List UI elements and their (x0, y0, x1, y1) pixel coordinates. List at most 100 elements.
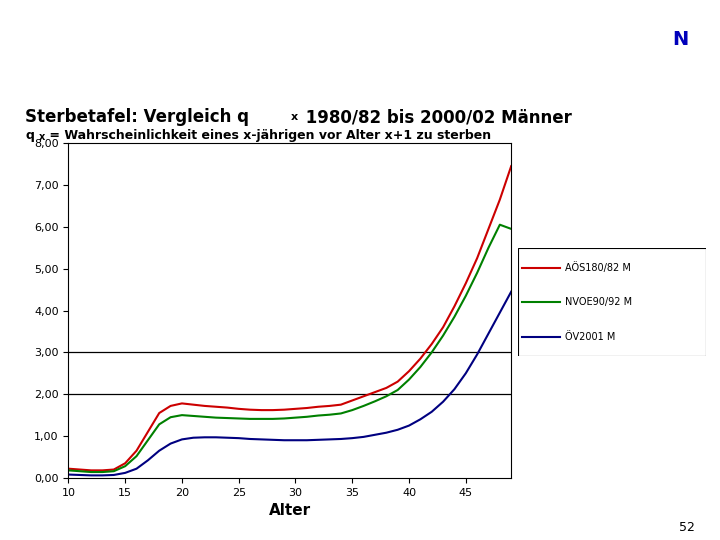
ÖV2001 M (438, 399, 447, 405)
ÖV2001 M (257, 436, 266, 443)
AÖS180/82 M (428, 341, 436, 347)
ÖV2001 M (416, 416, 425, 422)
ÖV2001 M (348, 435, 356, 441)
AÖS180/82 M (462, 280, 470, 287)
Text: = Wahrscheinlichkeit eines x-jährigen vor Alter x+1 zu sterben: = Wahrscheinlichkeit eines x-jährigen vo… (45, 129, 492, 141)
Line: ÖV2001 M: ÖV2001 M (68, 292, 511, 475)
NVOE90/92 M (405, 376, 413, 383)
NVOE90/92 M (371, 398, 379, 404)
Text: 52: 52 (679, 521, 695, 534)
AÖS180/82 M (87, 467, 96, 474)
AÖS180/82 M (302, 405, 311, 411)
AÖS180/82 M (507, 163, 516, 170)
AÖS180/82 M (382, 384, 391, 391)
NVOE90/92 M (495, 221, 504, 228)
AÖS180/82 M (325, 403, 334, 409)
AÖS180/82 M (121, 460, 130, 467)
NVOE90/92 M (76, 468, 84, 475)
Text: ÖV2001 M: ÖV2001 M (565, 332, 616, 342)
NVOE90/92 M (132, 453, 141, 460)
ÖV2001 M (405, 422, 413, 429)
Text: 1980/82 bis 2000/02 Männer: 1980/82 bis 2000/02 Männer (300, 108, 572, 126)
NVOE90/92 M (280, 415, 289, 422)
NVOE90/92 M (235, 415, 243, 422)
AÖS180/82 M (76, 466, 84, 473)
ÖV2001 M (302, 437, 311, 443)
AÖS180/82 M (416, 355, 425, 362)
AÖS180/82 M (359, 393, 368, 400)
ÖV2001 M (178, 436, 186, 443)
NVOE90/92 M (393, 387, 402, 393)
AÖS180/82 M (348, 397, 356, 404)
Text: Sterbetafel: Vergleich q: Sterbetafel: Vergleich q (25, 108, 249, 126)
NVOE90/92 M (269, 416, 277, 422)
ÖV2001 M (189, 435, 197, 441)
NVOE90/92 M (257, 416, 266, 422)
AÖS180/82 M (336, 401, 345, 408)
NVOE90/92 M (359, 403, 368, 409)
ÖV2001 M (235, 435, 243, 441)
AÖS180/82 M (257, 407, 266, 413)
AÖS180/82 M (143, 429, 152, 435)
AÖS180/82 M (189, 401, 197, 408)
ÖV2001 M (76, 472, 84, 478)
AÖS180/82 M (280, 407, 289, 413)
ÖV2001 M (155, 448, 163, 454)
NVOE90/92 M (438, 333, 447, 339)
NVOE90/92 M (64, 467, 73, 474)
NVOE90/92 M (291, 414, 300, 421)
AÖS180/82 M (64, 465, 73, 472)
ÖV2001 M (428, 409, 436, 415)
NVOE90/92 M (450, 314, 459, 320)
ÖV2001 M (200, 434, 209, 441)
AÖS180/82 M (223, 404, 232, 411)
ÖV2001 M (314, 436, 323, 443)
Text: N: N (672, 30, 688, 50)
NVOE90/92 M (87, 469, 96, 475)
AÖS180/82 M (405, 368, 413, 374)
Line: NVOE90/92 M: NVOE90/92 M (68, 225, 511, 472)
NVOE90/92 M (98, 469, 107, 475)
AÖS180/82 M (109, 466, 118, 473)
NVOE90/92 M (314, 413, 323, 419)
AÖS180/82 M (371, 389, 379, 395)
NVOE90/92 M (462, 293, 470, 299)
NVOE90/92 M (143, 437, 152, 443)
Text: x: x (39, 132, 45, 143)
NVOE90/92 M (416, 364, 425, 370)
NVOE90/92 M (484, 245, 492, 251)
NVOE90/92 M (200, 414, 209, 420)
NVOE90/92 M (109, 468, 118, 475)
ÖV2001 M (212, 434, 220, 441)
ÖV2001 M (143, 457, 152, 463)
NVOE90/92 M (302, 414, 311, 420)
ÖV2001 M (325, 436, 334, 443)
ÖV2001 M (359, 434, 368, 440)
X-axis label: Alter: Alter (269, 503, 311, 518)
AÖS180/82 M (235, 406, 243, 412)
ÖV2001 M (280, 437, 289, 443)
NVOE90/92 M (246, 416, 254, 422)
Text: NVOE90/92 M: NVOE90/92 M (565, 298, 632, 307)
AÖS180/82 M (155, 410, 163, 416)
ÖV2001 M (64, 471, 73, 478)
NVOE90/92 M (325, 411, 334, 418)
ÖV2001 M (121, 470, 130, 476)
NVOE90/92 M (212, 414, 220, 421)
AÖS180/82 M (132, 448, 141, 454)
Line: AÖS180/82 M: AÖS180/82 M (68, 166, 511, 470)
ÖV2001 M (223, 435, 232, 441)
AÖS180/82 M (246, 407, 254, 413)
ÖV2001 M (87, 472, 96, 478)
AÖS180/82 M (495, 197, 504, 203)
ÖV2001 M (393, 427, 402, 433)
ÖV2001 M (473, 351, 482, 357)
NVOE90/92 M (189, 413, 197, 419)
NVOE90/92 M (223, 415, 232, 421)
AÖS180/82 M (438, 324, 447, 330)
Text: 3.1. KLV und Rente (3): 3.1. KLV und Rente (3) (18, 30, 299, 50)
ÖV2001 M (382, 429, 391, 436)
ÖV2001 M (450, 386, 459, 393)
NVOE90/92 M (428, 349, 436, 356)
NVOE90/92 M (348, 407, 356, 413)
